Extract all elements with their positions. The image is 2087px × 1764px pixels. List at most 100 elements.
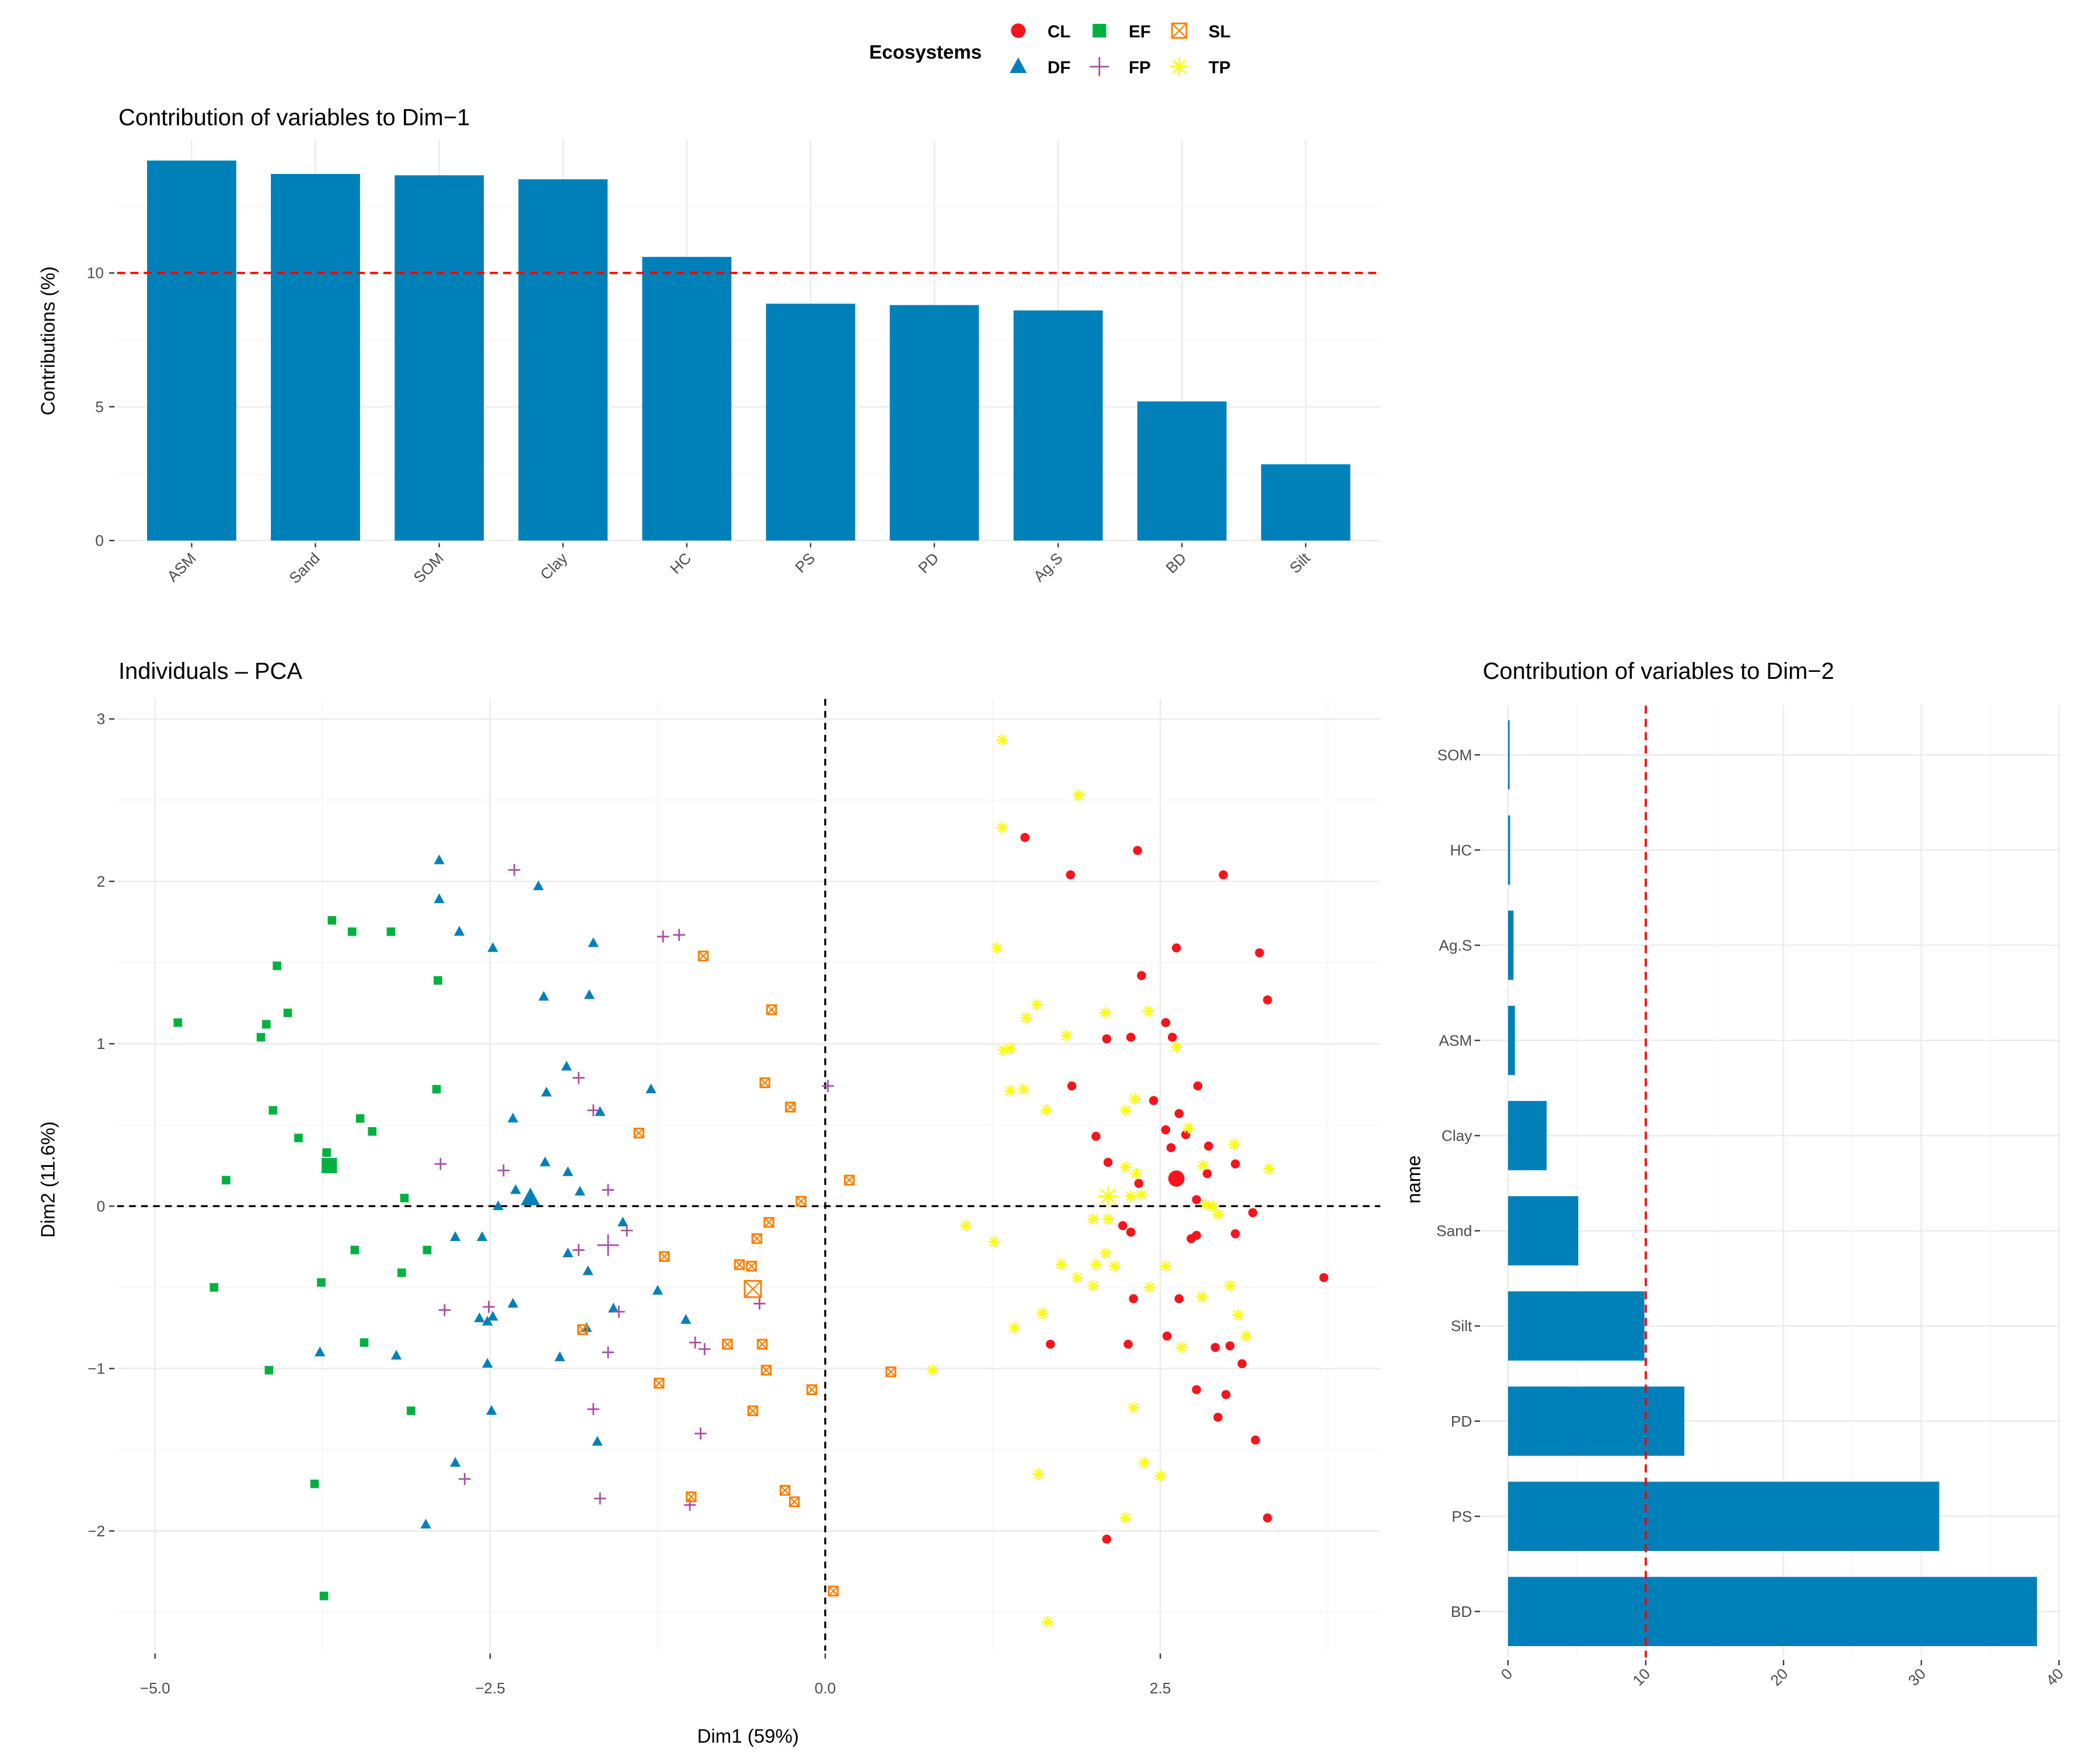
square-x-marker — [659, 1251, 670, 1262]
centroid-cl — [1168, 1170, 1185, 1187]
circle-marker — [1193, 1081, 1203, 1091]
plus-marker — [594, 1492, 606, 1505]
circle-marker — [1174, 1294, 1184, 1303]
circle-marker — [1237, 1359, 1247, 1368]
point-df — [582, 1265, 594, 1275]
bar-sand — [1507, 1196, 1579, 1266]
square-x-cross — [885, 1366, 896, 1377]
triangle-marker — [562, 1247, 574, 1257]
triangle-marker — [390, 1350, 402, 1360]
chart-title: Contribution of variables to Dim−2 — [1483, 658, 1834, 684]
asterisk-marker — [1004, 1085, 1016, 1097]
point-ef — [264, 1366, 274, 1375]
square-x-marker — [577, 1324, 588, 1336]
bar-som — [395, 175, 484, 541]
triangle-marker — [510, 1184, 521, 1194]
square-x-marker — [788, 1496, 800, 1507]
circle-marker — [1225, 1341, 1235, 1351]
point-tp — [1119, 1104, 1132, 1116]
asterisk-marker — [1032, 1468, 1044, 1480]
square-x-cross — [744, 1280, 762, 1298]
asterisk-marker — [1129, 1093, 1141, 1105]
square-x-cross — [766, 1005, 777, 1015]
circle-marker — [1066, 870, 1076, 880]
point-tp — [988, 1236, 1000, 1248]
point-fp — [699, 1343, 711, 1355]
point-fp — [434, 1158, 447, 1170]
point-tp — [1004, 1085, 1016, 1097]
point-cl — [1186, 1234, 1196, 1243]
circle-marker — [1186, 1234, 1196, 1243]
point-ef — [256, 1033, 266, 1042]
point-tp — [1055, 1258, 1067, 1271]
point-df — [486, 1405, 497, 1415]
plus-marker — [753, 1298, 766, 1310]
point-ef — [368, 1127, 377, 1136]
x-axis-title: Dim1 (59%) — [697, 1725, 798, 1747]
point-cl — [1123, 1340, 1133, 1349]
point-tp — [1228, 1138, 1240, 1151]
point-tp — [1160, 1260, 1172, 1273]
point-cl — [1213, 1413, 1223, 1422]
square-x-marker — [779, 1485, 791, 1496]
square-x-marker — [734, 1259, 745, 1270]
point-tp — [1060, 1030, 1073, 1041]
circle-marker — [1103, 1158, 1113, 1167]
point-tp — [1176, 1341, 1188, 1354]
point-df — [420, 1518, 431, 1529]
asterisk-marker — [1042, 1616, 1054, 1628]
triangle-marker — [617, 1216, 629, 1226]
triangle-marker — [482, 1358, 493, 1368]
point-tp — [1136, 1189, 1147, 1201]
dim2-contribution-chart: Contribution of variables to Dim−2 0 10 20 3… — [1403, 658, 2067, 1689]
y-tick-label: PD — [1451, 1413, 1472, 1430]
circle-marker — [1162, 1331, 1172, 1341]
triangle-marker — [1010, 57, 1027, 74]
x-tick-label: Silt — [1286, 549, 1314, 576]
circle-marker — [1133, 846, 1142, 855]
y-tick-label: BD — [1451, 1603, 1472, 1620]
circle-marker — [1251, 1435, 1260, 1445]
asterisk-marker — [1073, 789, 1084, 801]
triangle-marker — [562, 1166, 574, 1176]
square-x-marker — [844, 1174, 855, 1186]
point-df — [680, 1314, 692, 1324]
triangle-marker — [595, 1106, 606, 1116]
point-cl — [1126, 1228, 1136, 1237]
asterisk-marker — [1206, 1200, 1219, 1212]
point-ef — [397, 1268, 406, 1277]
asterisk-marker — [1004, 1043, 1016, 1055]
square-marker — [347, 927, 357, 936]
legend-cl-icon — [1011, 23, 1026, 38]
asterisk-marker — [997, 1044, 1010, 1057]
bar-ps — [1507, 1481, 1939, 1552]
point-cl — [1102, 1534, 1112, 1544]
bar-silt — [1507, 1291, 1645, 1361]
point-ef — [322, 1148, 331, 1157]
legend-label-tp: TP — [1209, 58, 1231, 78]
square-marker — [350, 1246, 360, 1254]
triangle-marker — [434, 893, 445, 904]
x-tick-label: PD — [915, 549, 942, 577]
legend-label-ef: EF — [1129, 22, 1151, 41]
circle-marker — [1230, 1229, 1240, 1239]
triangle-marker — [315, 1346, 326, 1357]
x-tick-label: 20 — [1767, 1665, 1792, 1689]
plus-marker — [573, 1072, 585, 1084]
point-tp — [1125, 1190, 1137, 1202]
point-tp — [1119, 1161, 1132, 1173]
point-df — [617, 1216, 629, 1226]
square-x-cross — [807, 1385, 817, 1395]
bar-asm — [1507, 1006, 1515, 1075]
point-cl — [1219, 870, 1228, 880]
point-tp — [996, 734, 1008, 746]
triangle-marker — [420, 1518, 431, 1529]
point-df — [507, 1113, 518, 1122]
asterisk-marker — [1119, 1512, 1132, 1524]
point-cl — [1263, 1513, 1272, 1523]
asterisk-marker — [1018, 1083, 1029, 1095]
point-tp — [1031, 999, 1043, 1011]
bar-hc — [642, 257, 732, 541]
point-ef — [433, 976, 442, 985]
plus-marker — [438, 1304, 451, 1316]
